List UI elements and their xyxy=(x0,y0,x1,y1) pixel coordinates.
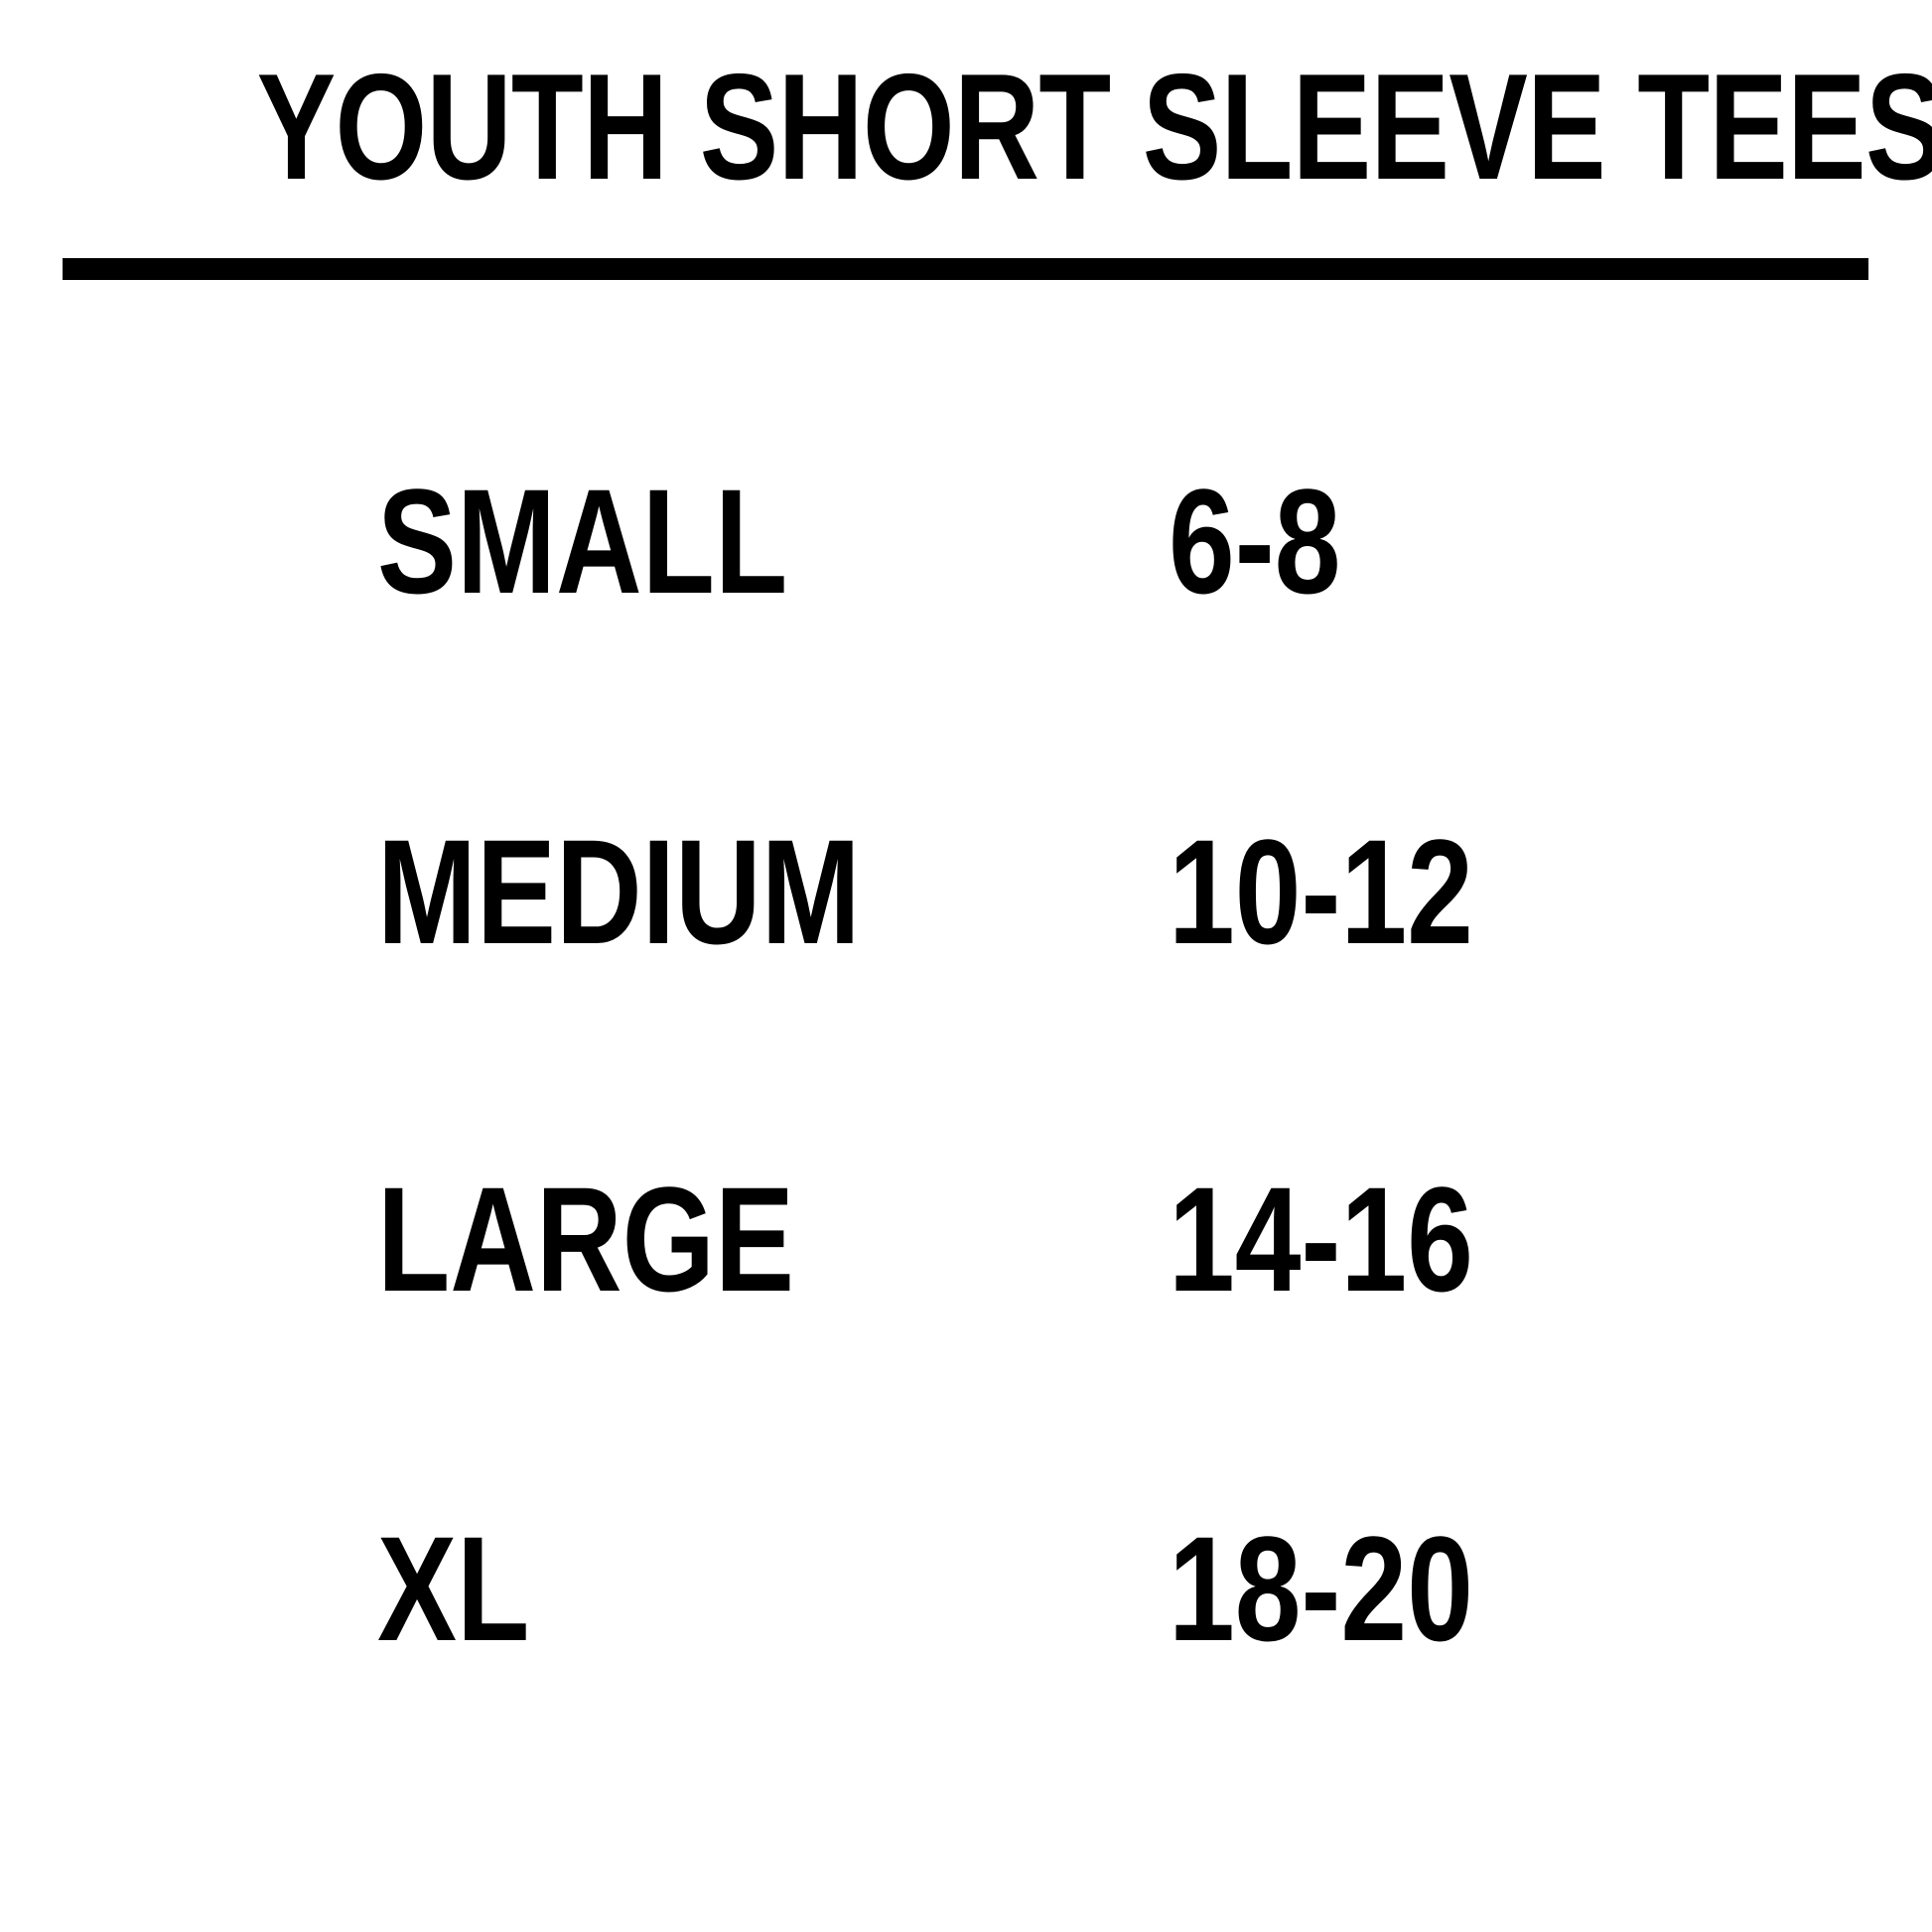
table-row: MEDIUM 10-12 xyxy=(0,817,1932,966)
size-label-small: SMALL xyxy=(377,458,788,624)
size-value-medium: 10-12 xyxy=(1169,808,1473,975)
table-row: LARGE 14-16 xyxy=(0,1165,1932,1313)
table-row: SMALL 6-8 xyxy=(0,467,1932,616)
size-label-medium: MEDIUM xyxy=(377,808,861,975)
size-value-large: 14-16 xyxy=(1169,1156,1473,1322)
size-value-small: 6-8 xyxy=(1169,458,1341,624)
size-value-xl: 18-20 xyxy=(1169,1505,1473,1672)
page-title: YOUTH SHORT SLEEVE TEES xyxy=(256,43,1932,211)
title-divider xyxy=(63,258,1868,280)
table-row: XL 18-20 xyxy=(0,1514,1932,1663)
size-label-xl: XL xyxy=(377,1505,530,1672)
size-label-large: LARGE xyxy=(377,1156,794,1322)
chart-header: YOUTH SHORT SLEEVE TEES xyxy=(0,0,1932,298)
